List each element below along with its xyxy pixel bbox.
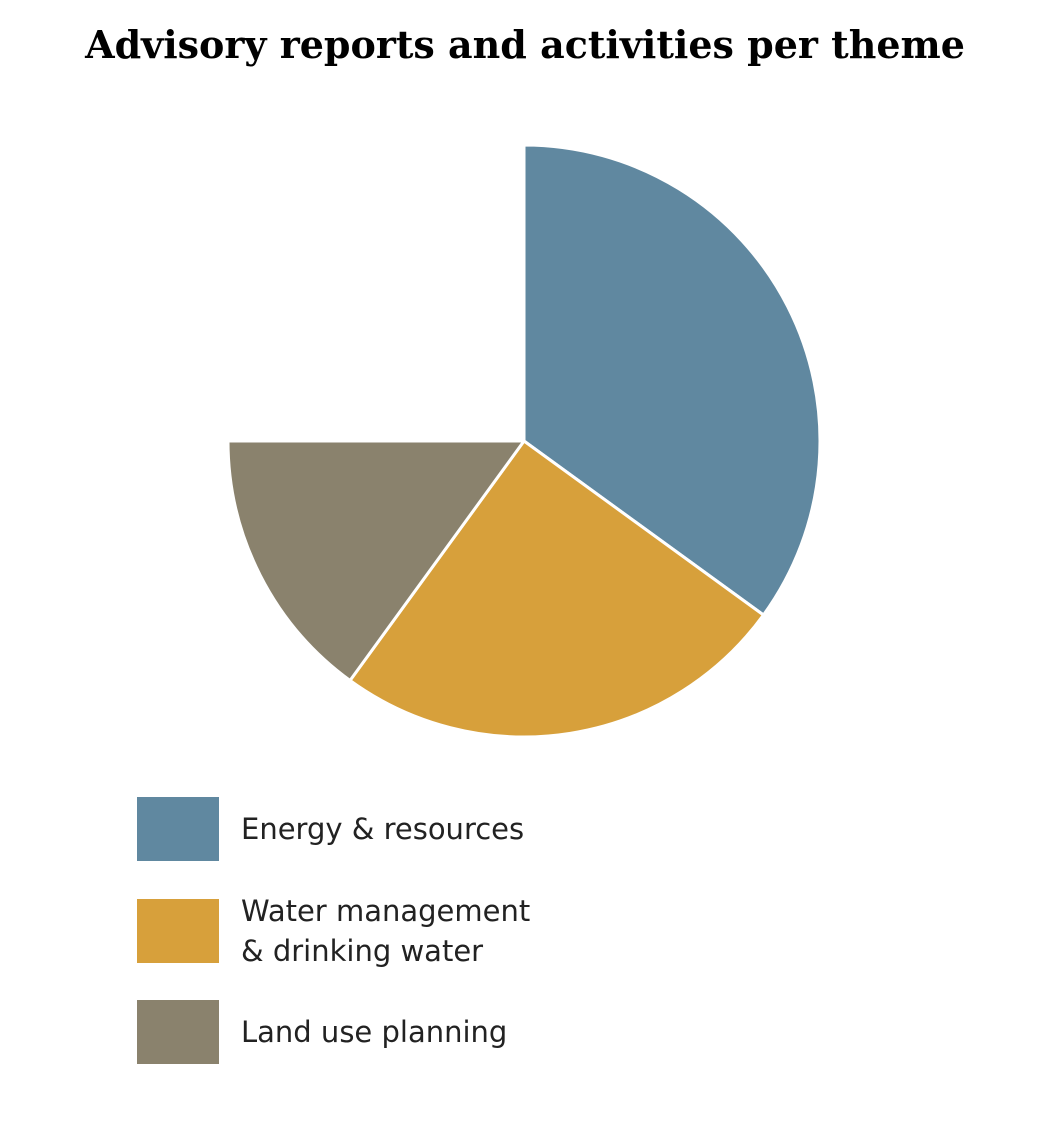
chart-title: Advisory reports and activities per them… [85, 22, 965, 67]
legend-item-energy: Energy & resources [137, 797, 737, 861]
legend-item-water: Water management & drinking water [137, 894, 737, 968]
legend-swatch-energy [137, 797, 219, 861]
pie-slice-water [348, 439, 765, 739]
legend-item-land: Land use planning [137, 1000, 737, 1064]
legend-swatch-land [137, 1000, 219, 1064]
legend-label-water: Water management & drinking water [241, 894, 531, 968]
legend-label-land: Land use planning [241, 1015, 508, 1049]
legend-swatch-water [137, 899, 219, 963]
pie-slice-land [226, 439, 526, 682]
pie-chart [226, 143, 822, 739]
legend-label-energy: Energy & resources [241, 812, 525, 846]
pie-slice-energy [522, 143, 822, 617]
